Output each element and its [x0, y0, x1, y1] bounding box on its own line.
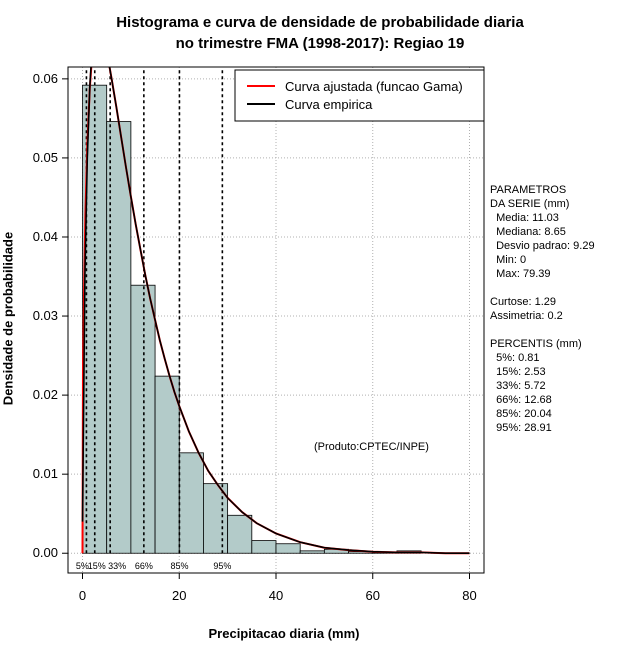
histogram-bar-3: [154, 375, 180, 554]
product-credit: (Produto:CPTEC/INPE): [314, 441, 429, 453]
histogram-bar-8: [275, 543, 301, 554]
stats-percentis-header: PERCENTIS (mm): [490, 338, 582, 350]
histogram-bar-7: [251, 540, 277, 554]
y-tick-label-1: 0.01: [33, 466, 58, 481]
histogram-bar-1: [106, 121, 132, 554]
y-tick-label-3: 0.03: [33, 308, 58, 323]
series-line-1: [81, 67, 470, 555]
x-tick-label-2: 40: [269, 588, 283, 603]
stats-p33: 33%: 5.72: [490, 380, 546, 392]
y-tick-label-4: 0.04: [33, 229, 58, 244]
y-tick-label-0: 0.00: [33, 545, 58, 560]
y-tick-label-6: 0.06: [33, 71, 58, 86]
stats-mediana: Mediana: 8.65: [490, 226, 566, 238]
x-tick-label-4: 80: [462, 588, 476, 603]
stats-header-1: PARAMETROS: [490, 184, 567, 196]
stats-p15: 15%: 2.53: [490, 366, 546, 378]
stats-assimetria: Assimetria: 0.2: [490, 310, 563, 322]
chart-subtitle: no trimestre FMA (1998-2017): Regiao 19: [175, 35, 465, 52]
stats-p95: 95%: 28.91: [490, 422, 552, 434]
histogram-bar-2: [130, 284, 156, 554]
percentile-label-5: 95%: [213, 561, 231, 571]
percentile-label-0: 5%: [76, 561, 89, 571]
series-parameters-panel: PARAMETROS DA SERIE (mm) Media: 11.03 Me…: [490, 183, 595, 435]
legend-label-1: Curva empirica: [285, 97, 373, 112]
x-tick-label-1: 20: [172, 588, 186, 603]
histogram-bar-9: [299, 550, 325, 554]
x-tick-label-3: 60: [366, 588, 380, 603]
x-tick-label-0: 0: [79, 588, 86, 603]
stats-desvio: Desvio padrao: 9.29: [490, 240, 595, 252]
legend-label-0: Curva ajustada (funcao Gama): [285, 79, 463, 94]
stats-curtose: Curtose: 1.29: [490, 296, 557, 308]
percentile-label-4: 85%: [170, 561, 188, 571]
stats-p5: 5%: 0.81: [490, 352, 540, 364]
stats-media: Media: 11.03: [490, 212, 559, 224]
stats-header-2: DA SERIE (mm): [490, 198, 570, 210]
stats-p85: 85%: 20.04: [490, 408, 552, 420]
y-tick-label-5: 0.05: [33, 150, 58, 165]
chart-title: Histograma e curva de densidade de proba…: [116, 14, 524, 31]
histogram-bar-6: [227, 514, 253, 554]
stats-p66: 66%: 12.68: [490, 394, 552, 406]
y-axis-label: Densidade de probabilidade: [0, 231, 16, 406]
y-tick-label-2: 0.02: [33, 387, 58, 402]
percentile-label-2: 33%: [108, 561, 126, 571]
percentile-label-3: 66%: [135, 561, 153, 571]
x-axis-label: Precipitacao diaria (mm): [208, 626, 360, 641]
percentile-label-1: 15%: [88, 561, 106, 571]
stats-min: Min: 0: [490, 254, 527, 266]
legend-box: [234, 69, 485, 122]
stats-max: Max: 79.39: [490, 268, 551, 280]
histogram-bar-4: [178, 452, 204, 554]
